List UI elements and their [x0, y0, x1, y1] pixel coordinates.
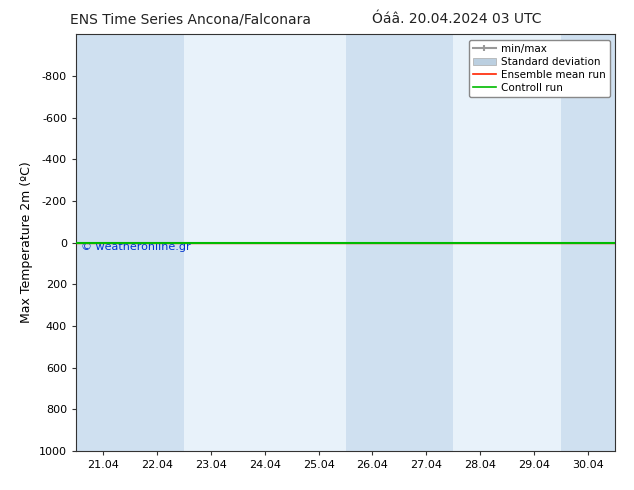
Legend: min/max, Standard deviation, Ensemble mean run, Controll run: min/max, Standard deviation, Ensemble me…	[469, 40, 610, 97]
Bar	[76, 34, 130, 451]
Text: Óáâ. 20.04.2024 03 UTC: Óáâ. 20.04.2024 03 UTC	[372, 12, 541, 26]
Bar	[130, 34, 184, 451]
Text: © weatheronline.gr: © weatheronline.gr	[81, 242, 191, 252]
Bar	[346, 34, 399, 451]
Y-axis label: Max Temperature 2m (ºC): Max Temperature 2m (ºC)	[20, 162, 34, 323]
Bar	[561, 34, 615, 451]
Text: ENS Time Series Ancona/Falconara: ENS Time Series Ancona/Falconara	[70, 12, 311, 26]
Bar	[399, 34, 453, 451]
